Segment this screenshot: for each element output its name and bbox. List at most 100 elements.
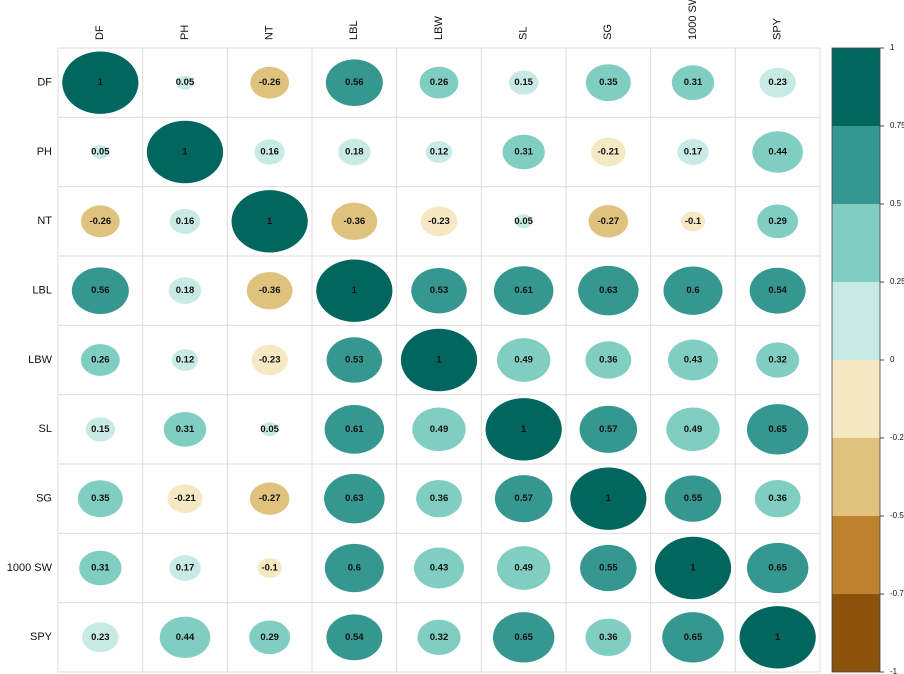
correlation-ellipse bbox=[82, 622, 119, 653]
correlation-ellipse bbox=[338, 138, 371, 166]
correlation-label: 0.31 bbox=[91, 563, 110, 574]
correlation-label: 0.53 bbox=[345, 355, 364, 366]
correlation-label: 0.49 bbox=[430, 424, 449, 435]
correlation-label: 0.54 bbox=[345, 632, 364, 643]
correlation-label: -0.21 bbox=[598, 147, 620, 158]
correlation-ellipse bbox=[171, 349, 199, 371]
row-label: PH bbox=[37, 146, 52, 158]
correlation-ellipse bbox=[414, 547, 464, 589]
correlation-ellipse bbox=[671, 65, 715, 101]
correlation-ellipse bbox=[254, 139, 285, 165]
colorbar-tick-label: 0.25 bbox=[890, 277, 904, 286]
correlation-label: 0.49 bbox=[514, 563, 533, 574]
correlation-ellipse bbox=[752, 131, 803, 173]
row-label: SG bbox=[36, 493, 52, 505]
correlation-label: -0.1 bbox=[685, 216, 702, 227]
correlation-label: 0.44 bbox=[176, 632, 195, 643]
row-label: LBL bbox=[32, 285, 52, 297]
colorbar-segment bbox=[832, 594, 880, 672]
correlation-label: 0.61 bbox=[514, 285, 533, 296]
column-label: NT bbox=[264, 25, 276, 40]
correlation-ellipse bbox=[588, 205, 629, 238]
correlation-label: 0.17 bbox=[176, 563, 195, 574]
correlation-ellipse bbox=[746, 404, 809, 455]
correlation-ellipse bbox=[326, 614, 383, 661]
correlation-label: 0.05 bbox=[260, 424, 279, 435]
row-label: DF bbox=[37, 77, 52, 89]
colorbar-tick-label: 0 bbox=[890, 355, 895, 364]
correlation-ellipse bbox=[515, 214, 533, 229]
correlation-label: 0.05 bbox=[176, 77, 195, 88]
correlation-ellipse bbox=[168, 277, 202, 304]
correlation-label: 0.65 bbox=[684, 632, 703, 643]
colorbar-segment bbox=[832, 360, 880, 438]
correlation-ellipse bbox=[494, 475, 553, 523]
correlation-ellipse bbox=[585, 341, 632, 379]
correlation-ellipse bbox=[91, 145, 109, 159]
colorbar-segment bbox=[832, 438, 880, 516]
correlation-ellipse bbox=[585, 64, 631, 102]
correlation-label: 0.54 bbox=[768, 285, 787, 296]
correlation-ellipse bbox=[757, 204, 799, 239]
correlation-ellipse bbox=[176, 75, 194, 90]
correlation-ellipse bbox=[663, 266, 723, 315]
row-label: SPY bbox=[30, 631, 53, 643]
correlation-label: 1 bbox=[182, 147, 188, 158]
correlation-label: 1 bbox=[267, 216, 273, 227]
correlation-label: 1 bbox=[436, 355, 442, 366]
correlation-ellipse bbox=[739, 606, 816, 669]
correlation-label: 0.6 bbox=[686, 285, 699, 296]
correlation-label: -0.23 bbox=[428, 216, 450, 227]
row-label: NT bbox=[37, 215, 52, 227]
correlation-label: 0.36 bbox=[599, 632, 618, 643]
correlation-label: 0.31 bbox=[514, 147, 533, 158]
colorbar-segment bbox=[832, 48, 880, 126]
colorbar-tick-label: -0.75 bbox=[890, 589, 904, 598]
correlation-label: -0.36 bbox=[344, 216, 366, 227]
correlation-label: -0.27 bbox=[259, 493, 281, 504]
colorbar-tick-label: -1 bbox=[890, 667, 898, 674]
correlation-ellipse bbox=[62, 51, 139, 114]
correlation-ellipse bbox=[425, 141, 453, 163]
correlation-ellipse bbox=[412, 407, 466, 452]
correlation-label: 1 bbox=[606, 493, 612, 504]
correlation-ellipse bbox=[249, 482, 290, 515]
correlation-ellipse bbox=[246, 271, 293, 310]
correlation-ellipse bbox=[493, 266, 554, 316]
correlation-label: 1 bbox=[98, 77, 104, 88]
correlation-ellipse bbox=[316, 259, 393, 322]
row-label: 1000 SW bbox=[7, 562, 53, 574]
correlation-label: 0.15 bbox=[91, 424, 110, 435]
correlation-label: 1 bbox=[521, 424, 527, 435]
correlation-ellipse bbox=[257, 558, 282, 578]
correlation-ellipse bbox=[570, 467, 647, 530]
correlation-label: 0.31 bbox=[176, 424, 195, 435]
correlation-label: 0.35 bbox=[599, 77, 618, 88]
correlation-label: 0.05 bbox=[91, 147, 110, 158]
correlation-label: -0.27 bbox=[598, 216, 620, 227]
column-label: LBW bbox=[433, 16, 445, 40]
correlation-label: 0.23 bbox=[768, 77, 787, 88]
correlation-label: -0.26 bbox=[259, 77, 281, 88]
correlation-label: 0.56 bbox=[91, 285, 110, 296]
correlation-ellipse bbox=[417, 619, 461, 655]
correlation-label: -0.26 bbox=[90, 216, 112, 227]
correlation-label: 0.17 bbox=[684, 147, 703, 158]
correlation-ellipse bbox=[169, 208, 201, 234]
correlation-label: 0.65 bbox=[768, 424, 787, 435]
correlation-ellipse bbox=[419, 66, 459, 99]
correlation-label: 0.15 bbox=[514, 77, 533, 88]
correlation-ellipse bbox=[666, 407, 720, 452]
colorbar-tick-label: 0.75 bbox=[890, 121, 904, 130]
correlation-ellipse bbox=[250, 66, 290, 99]
correlation-ellipse bbox=[420, 206, 458, 237]
column-label: SPY bbox=[772, 17, 784, 40]
correlation-label: 0.26 bbox=[91, 355, 110, 366]
correlation-ellipse bbox=[756, 342, 800, 378]
column-label: SG bbox=[602, 24, 614, 40]
correlation-ellipse bbox=[324, 543, 384, 593]
column-label: DF bbox=[94, 25, 106, 40]
correlation-ellipse bbox=[77, 480, 123, 518]
correlation-ellipse bbox=[578, 265, 639, 316]
